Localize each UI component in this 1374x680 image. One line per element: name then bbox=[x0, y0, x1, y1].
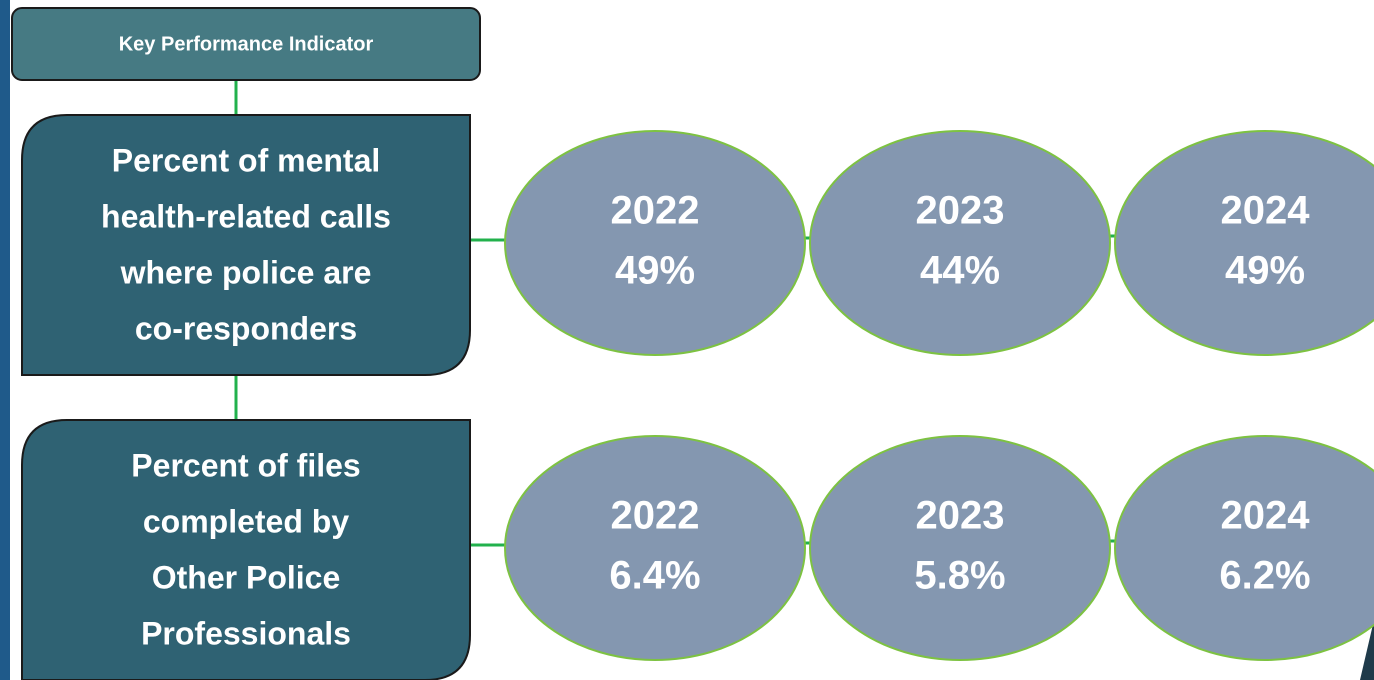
result-year: 2024 bbox=[1221, 189, 1311, 233]
kpi-label: Other Police bbox=[152, 559, 341, 595]
kpi-box bbox=[21, 419, 471, 680]
kpi-label: Percent of files bbox=[131, 447, 360, 483]
result-bubble bbox=[809, 435, 1111, 661]
kpi-box bbox=[21, 114, 471, 376]
result-bubble bbox=[504, 435, 806, 661]
header-title: Key Performance Indicator bbox=[119, 33, 374, 55]
result-year: 2022 bbox=[611, 494, 700, 538]
result-value: 49% bbox=[615, 249, 695, 293]
result-value: 5.8% bbox=[914, 554, 1005, 598]
result-bubble bbox=[1114, 435, 1374, 661]
result-year: 2024 bbox=[1221, 494, 1311, 538]
kpi-label: Professionals bbox=[141, 615, 351, 651]
result-bubble bbox=[1114, 130, 1374, 356]
kpi-label: where police are bbox=[120, 254, 372, 290]
kpi-label: completed by bbox=[143, 503, 349, 539]
kpi-label: co-responders bbox=[135, 310, 357, 346]
kpi-label: Percent of mental bbox=[112, 142, 381, 178]
corner-shape bbox=[1360, 620, 1374, 680]
result-value: 44% bbox=[920, 249, 1000, 293]
header-box bbox=[11, 7, 481, 81]
result-value: 6.4% bbox=[609, 554, 700, 598]
result-value: 49% bbox=[1225, 249, 1305, 293]
result-year: 2022 bbox=[611, 189, 700, 233]
result-bubble bbox=[504, 130, 806, 356]
result-bubble bbox=[809, 130, 1111, 356]
result-value: 6.2% bbox=[1219, 554, 1310, 598]
result-year: 2023 bbox=[916, 189, 1005, 233]
kpi-label: health-related calls bbox=[101, 198, 391, 234]
side-strip bbox=[0, 0, 10, 680]
result-year: 2023 bbox=[916, 494, 1005, 538]
